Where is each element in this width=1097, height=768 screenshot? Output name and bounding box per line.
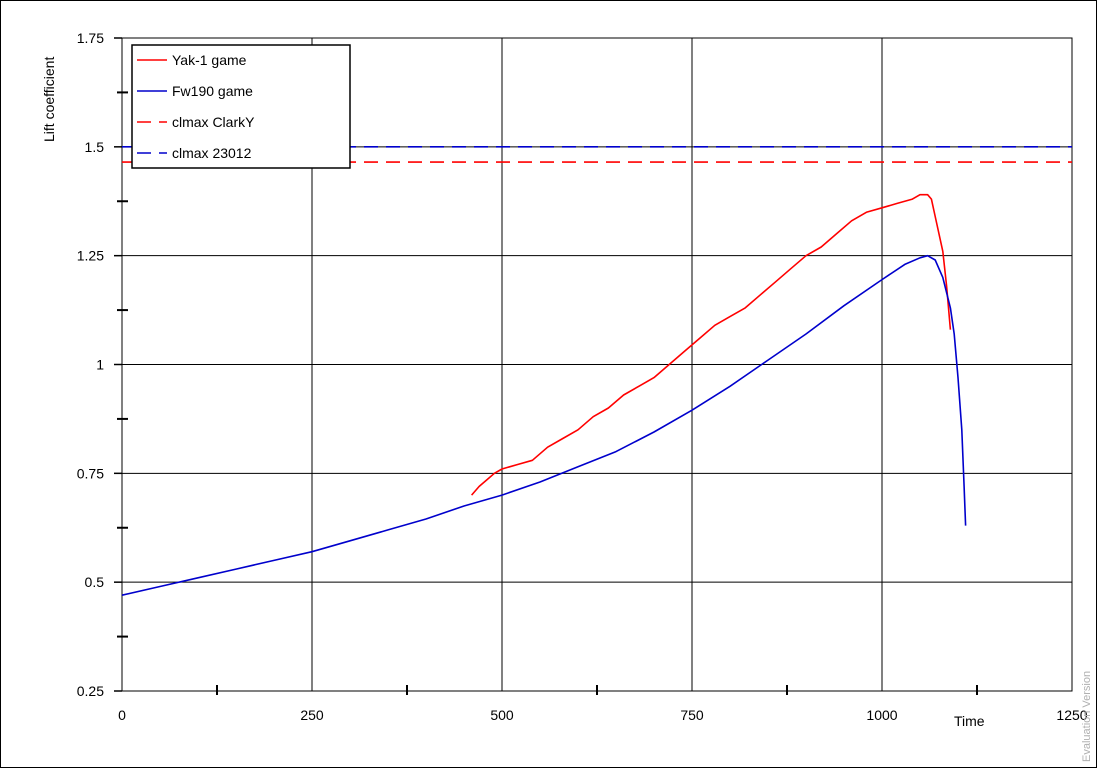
x-tick-label: 250	[300, 707, 324, 723]
x-axis-tick-labels: 0 250 500 750 1000 1250	[118, 707, 1088, 723]
x-tick-label: 750	[680, 707, 704, 723]
legend: Yak-1 game Fw190 game clmax ClarkY clmax…	[131, 44, 351, 169]
y-tick-label: 1.75	[77, 30, 104, 46]
legend-box	[131, 44, 351, 169]
y-tick-label: 0.75	[77, 465, 104, 481]
watermark: Evaluation Version	[1081, 671, 1093, 762]
minor-ticks	[114, 37, 978, 695]
series-line-yak-1-game	[470, 193, 952, 496]
y-tick-label: 1	[96, 357, 104, 373]
y-axis-title: Lift coefficient	[41, 57, 57, 142]
x-tick-label: 1250	[1056, 707, 1087, 723]
x-tick-label: 500	[490, 707, 514, 723]
y-tick-label: 0.25	[77, 683, 104, 699]
y-tick-label: 1.25	[77, 248, 104, 264]
legend-label-clmax-clarky: clmax ClarkY	[172, 114, 255, 130]
y-tick-label: 1.5	[85, 139, 105, 155]
x-tick-label: 1000	[866, 707, 897, 723]
y-tick-label: 0.5	[85, 574, 105, 590]
x-axis-title: Time	[954, 713, 985, 729]
series-line-fw190-game	[121, 254, 967, 596]
legend-label-fw190-game: Fw190 game	[172, 83, 253, 99]
x-tick-label: 0	[118, 707, 126, 723]
legend-label-clmax-23012: clmax 23012	[172, 145, 252, 161]
y-axis-tick-labels: 0.25 0.5 0.75 1 1.25 1.5 1.75	[77, 30, 104, 699]
series-lines	[121, 146, 1072, 596]
legend-label-yak1-game: Yak-1 game	[172, 52, 247, 68]
